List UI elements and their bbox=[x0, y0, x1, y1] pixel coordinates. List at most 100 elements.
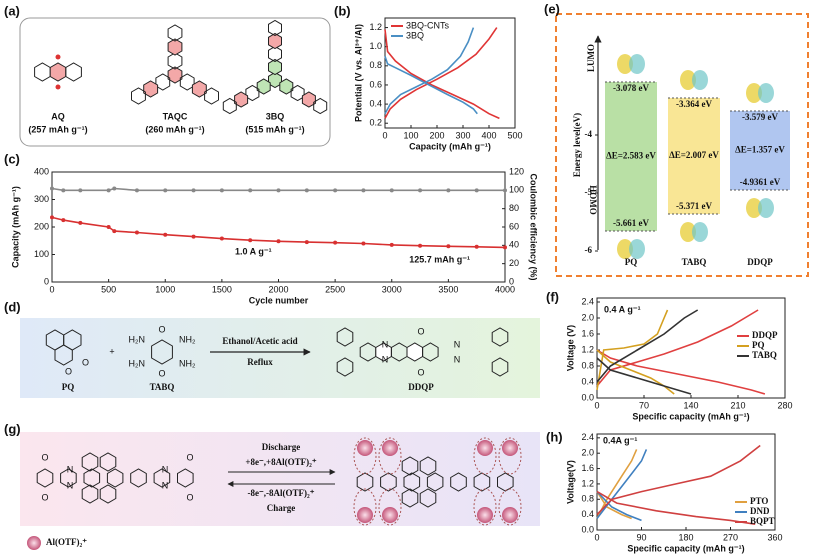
curve bbox=[596, 357, 692, 395]
y-axis-label: Potential (V vs. Al³⁺/Al) bbox=[353, 24, 363, 122]
ring bbox=[83, 468, 101, 488]
x-tick-label: 3000 bbox=[382, 284, 402, 294]
al-ion bbox=[477, 507, 493, 523]
marker bbox=[361, 241, 366, 246]
marker bbox=[503, 245, 507, 250]
x-axis-label: Specific capacity (mAh g⁻¹) bbox=[627, 543, 744, 553]
marker bbox=[418, 188, 423, 193]
x-tick-label: 2500 bbox=[325, 284, 345, 294]
atom: N bbox=[454, 354, 461, 364]
panel-a-box bbox=[19, 17, 331, 147]
al-ion bbox=[477, 440, 493, 456]
curve bbox=[384, 29, 500, 120]
ring bbox=[191, 80, 207, 98]
x-tick-label: 4000 bbox=[495, 284, 515, 294]
y-tick-label: 0.2 bbox=[369, 118, 382, 128]
oxygen bbox=[55, 84, 61, 90]
marker bbox=[163, 232, 168, 237]
orbital bbox=[629, 239, 645, 259]
lumo-value: -3.579 eV bbox=[742, 112, 778, 122]
ring bbox=[473, 472, 491, 492]
marker bbox=[50, 215, 54, 220]
atom: O bbox=[417, 326, 424, 336]
discharge-sub: +8e⁻,+8Al(OTF)₂⁺ bbox=[245, 457, 316, 467]
marker bbox=[503, 188, 507, 193]
orbital bbox=[758, 83, 774, 103]
panel-label: (b) bbox=[334, 3, 351, 18]
y-axis-label: Capacity (mAh g⁻¹) bbox=[10, 186, 20, 268]
al-ion bbox=[357, 507, 373, 523]
y-tick-label: 1.0 bbox=[369, 41, 382, 51]
ring bbox=[256, 78, 271, 95]
x-tick-label: 1000 bbox=[155, 284, 175, 294]
x-tick-label: 180 bbox=[678, 532, 693, 542]
legend-label: PTO bbox=[750, 496, 768, 506]
panel-g-box bbox=[20, 432, 540, 526]
panel-label: (f) bbox=[546, 289, 559, 304]
gap-bar bbox=[605, 82, 657, 231]
ring bbox=[167, 38, 183, 56]
curve bbox=[384, 27, 498, 119]
y-tick-label: 0.4 bbox=[581, 509, 594, 519]
y-axis-label: Voltage (V) bbox=[565, 325, 575, 371]
curve bbox=[384, 27, 475, 115]
x-tick-label: 70 bbox=[639, 400, 649, 410]
x-tick-label: 270 bbox=[723, 532, 738, 542]
molecule-name: PQ bbox=[625, 257, 638, 267]
y2-tick-label: 0 bbox=[509, 276, 514, 286]
gap-bar bbox=[730, 111, 790, 190]
annotation: 0.4A g⁻¹ bbox=[603, 435, 637, 445]
ring bbox=[406, 342, 424, 362]
compound-name: DDQP bbox=[408, 382, 434, 392]
ring bbox=[380, 472, 397, 492]
marker bbox=[248, 238, 253, 243]
orbital bbox=[692, 222, 708, 242]
marker bbox=[134, 188, 139, 193]
marker bbox=[191, 188, 196, 193]
orbital bbox=[680, 70, 696, 90]
y-tick-label: 0.8 bbox=[581, 360, 594, 370]
legend-label: DND bbox=[750, 506, 770, 516]
marker bbox=[50, 186, 54, 191]
panel-e-box bbox=[555, 13, 809, 277]
y2-tick-label: 60 bbox=[509, 221, 519, 231]
legend-ion bbox=[27, 536, 41, 550]
ring bbox=[151, 339, 173, 365]
homo-value: -4.9361 eV bbox=[740, 177, 781, 187]
marker bbox=[112, 186, 117, 191]
atom: N bbox=[162, 464, 169, 474]
compound-name: TABQ bbox=[150, 382, 175, 392]
ring bbox=[130, 468, 147, 488]
curve bbox=[596, 449, 648, 519]
atom: O bbox=[417, 367, 424, 377]
atom: O bbox=[82, 357, 89, 367]
ring bbox=[403, 472, 421, 492]
curve bbox=[596, 449, 638, 519]
atom: O bbox=[65, 366, 72, 376]
ring bbox=[401, 456, 419, 476]
y-tick-label: 100 bbox=[34, 249, 49, 259]
molecule-name: TAQC bbox=[163, 111, 188, 121]
ring bbox=[491, 327, 509, 347]
ring bbox=[336, 327, 354, 347]
atom: O bbox=[41, 452, 48, 462]
x-tick-label: 0 bbox=[382, 130, 387, 140]
curve bbox=[596, 491, 642, 522]
x-tick-label: 500 bbox=[507, 130, 522, 140]
y-tick-label: 300 bbox=[34, 194, 49, 204]
y-tick-label: 1.2 bbox=[369, 22, 382, 32]
y2-tick-label: 80 bbox=[509, 203, 519, 213]
panel-d-box bbox=[20, 318, 540, 398]
annotation: 1.0 A g⁻¹ bbox=[235, 246, 272, 256]
ring bbox=[167, 52, 183, 70]
ring bbox=[99, 452, 117, 472]
al-ion bbox=[382, 440, 398, 456]
x-tick-label: 0 bbox=[594, 400, 599, 410]
al-ion bbox=[382, 507, 398, 523]
ring bbox=[268, 19, 282, 37]
annotation: 0.4 A g⁻¹ bbox=[604, 304, 641, 314]
marker bbox=[112, 229, 117, 234]
y-tick-label: 400 bbox=[34, 166, 49, 176]
ring bbox=[54, 344, 73, 366]
